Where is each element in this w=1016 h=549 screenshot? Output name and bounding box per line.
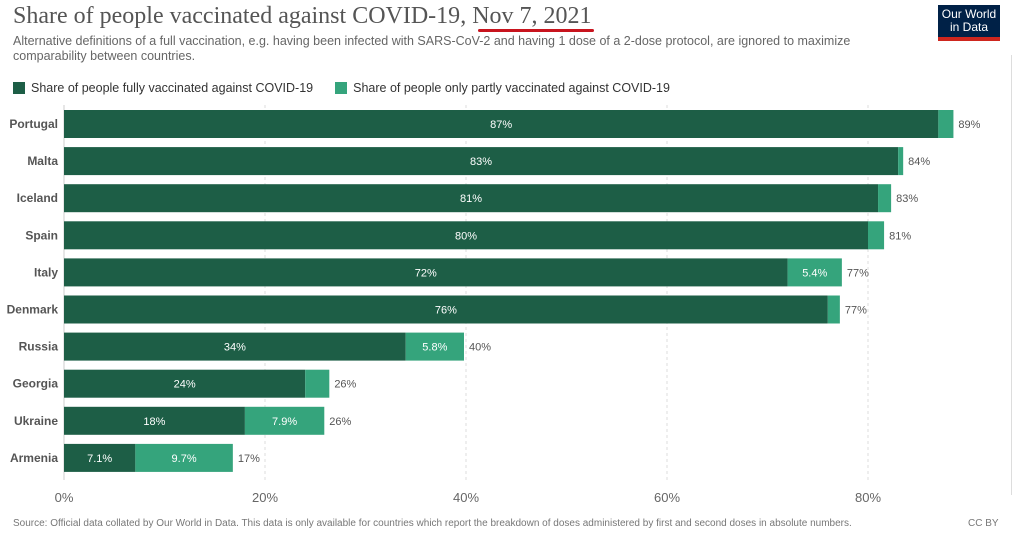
x-tick-label: 40% [453,490,479,505]
bar-fully-vaccinated [64,443,136,472]
bar-partly-vaccinated [878,184,892,213]
bar-fully-vaccinated [64,369,306,398]
bar-partly-vaccinated [405,332,464,361]
logo-line-1: Our World [941,7,997,21]
category-label: Iceland [17,191,58,205]
category-label: Spain [25,228,58,242]
data-label-total: 40% [469,342,491,354]
title-date-text: Nov 7, 2021 [472,3,592,29]
legend-label-partial: Share of people only partly vaccinated a… [353,81,670,95]
category-label: Russia [19,340,59,354]
legend-item-partial[interactable]: Share of people only partly vaccinated a… [335,81,670,95]
category-label: Georgia [13,377,59,391]
data-label-partial: 7.9% [272,416,297,428]
data-label-full: 81% [460,193,482,205]
data-label-partial: 5.4% [802,267,827,279]
bar-partly-vaccinated [868,221,885,250]
bar-fully-vaccinated [64,110,939,138]
legend-swatch-full [13,82,25,94]
bar-fully-vaccinated [64,221,868,250]
data-label-full: 7.1% [87,453,112,465]
bar-partly-vaccinated [135,443,233,472]
legend-swatch-partial [335,82,348,94]
category-label: Italy [34,265,58,279]
bar-partly-vaccinated [787,258,842,287]
data-label-total: 77% [847,267,869,279]
x-tick-label: 0% [55,490,74,505]
category-label: Portugal [9,117,58,131]
bar-fully-vaccinated [64,295,828,324]
data-label-total: 26% [334,379,356,391]
category-label: Malta [27,154,58,168]
source-note: Source: Official data collated by Our Wo… [13,518,852,529]
bar-partly-vaccinated [898,147,904,176]
legend-label-full: Share of people fully vaccinated against… [31,81,314,95]
data-label-partial: 9.7% [172,453,197,465]
bar-fully-vaccinated [64,147,899,176]
legend-item-full[interactable]: Share of people fully vaccinated against… [13,81,313,95]
data-label-full: 76% [435,305,457,317]
data-label-total: 17% [238,453,260,465]
title-date[interactable]: Nov 7, 2021 [472,3,594,32]
data-label-total: 83% [896,193,918,205]
data-label-total: 89% [958,119,980,131]
logo-line-2: in Data [949,20,989,34]
data-label-partial: 5.8% [422,342,447,354]
bar-partly-vaccinated [827,295,840,324]
chart-subtitle: Alternative definitions of a full vaccin… [13,34,851,63]
data-label-total: 26% [329,416,351,428]
data-label-full: 83% [470,156,492,168]
bar-partly-vaccinated [244,406,325,435]
bar-fully-vaccinated [64,258,788,287]
owid-logo[interactable]: Our World in Data [938,5,1000,41]
data-label-full: 24% [174,379,196,391]
category-label: Ukraine [14,414,58,428]
title-main: Share of people vaccinated against COVID… [13,3,461,29]
x-tick-label: 80% [855,490,881,505]
data-label-full: 18% [143,416,165,428]
bar-fully-vaccinated [64,406,245,435]
chart-title: Share of people vaccinated against COVID… [13,3,594,32]
license-link[interactable]: CC BY [968,518,999,529]
data-label-full: 34% [224,342,246,354]
data-label-full: 87% [490,119,512,131]
category-label: Denmark [7,303,59,317]
data-label-full: 80% [455,230,477,242]
data-label-total: 77% [845,305,867,317]
x-tick-label: 20% [252,490,278,505]
frame-divider [1011,55,1012,495]
date-underline [478,29,594,32]
category-label: Armenia [10,451,58,465]
bar-partly-vaccinated [938,110,954,138]
bar-chart: 0% 20% 40% 60% 80% Portugal 87% 89% Malta 83% 84% I… [7,105,981,505]
bar-fully-vaccinated [64,184,879,213]
data-label-total: 81% [889,230,911,242]
x-tick-label: 60% [654,490,680,505]
legend: Share of people fully vaccinated against… [13,81,692,95]
data-label-full: 72% [415,267,437,279]
data-label-total: 84% [908,156,930,168]
bar-partly-vaccinated [305,369,330,398]
title-separator: , [460,3,467,29]
bar-fully-vaccinated [64,332,406,361]
